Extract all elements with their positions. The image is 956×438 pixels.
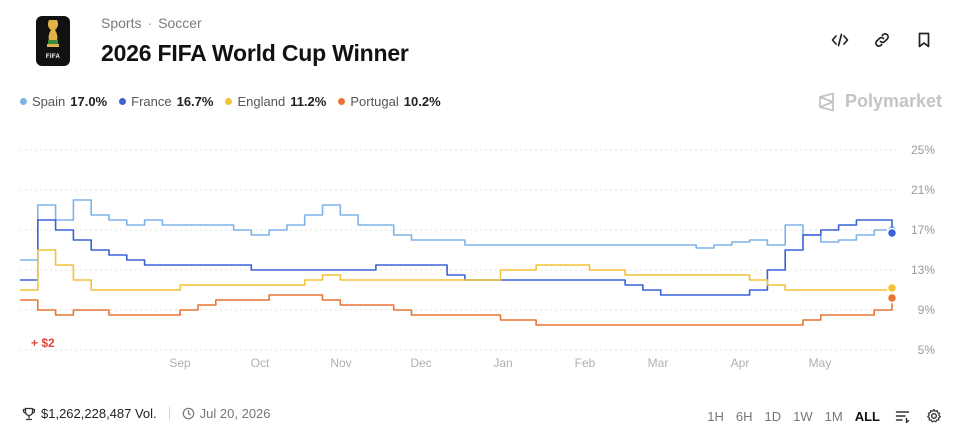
breadcrumb-sports[interactable]: Sports xyxy=(101,15,142,31)
polymarket-brand: Polymarket xyxy=(817,91,942,112)
range-1d[interactable]: 1D xyxy=(764,408,782,424)
legend-item-portugal: Portugal 10.2% xyxy=(338,94,441,109)
series-endpoint-france xyxy=(886,227,898,239)
link-icon xyxy=(875,33,889,47)
legend-label: France xyxy=(131,94,172,109)
clock-icon xyxy=(182,407,194,420)
range-6h[interactable]: 6H xyxy=(735,408,753,424)
chart-type-button[interactable] xyxy=(892,406,912,426)
y-tick-label: 9% xyxy=(918,303,936,317)
legend-label: Spain xyxy=(32,94,66,109)
legend-item-france: France 16.7% xyxy=(119,94,213,109)
x-tick-label: Nov xyxy=(330,356,351,370)
x-tick-label: Dec xyxy=(410,356,431,370)
y-tick-label: 5% xyxy=(918,343,936,357)
series-line-england xyxy=(20,249,893,291)
y-tick-label: 21% xyxy=(911,183,935,197)
range-1m[interactable]: 1M xyxy=(824,408,843,424)
x-tick-label: Sep xyxy=(169,356,191,370)
embed-icon xyxy=(831,33,849,47)
series-line-portugal xyxy=(20,294,893,326)
chart-settings-button[interactable] xyxy=(924,406,944,426)
logo-text: FIFA xyxy=(45,54,61,60)
series-line-spain xyxy=(20,199,892,261)
embed-button[interactable] xyxy=(830,30,850,50)
range-1w[interactable]: 1W xyxy=(793,408,813,424)
brand-name: Polymarket xyxy=(844,91,942,111)
price-chart[interactable]: 25% 21% 17% 13% 9% 5% Sep Oct Nov Dec Jan Feb Mar Apr… xyxy=(0,130,956,375)
x-tick-label: Oct xyxy=(251,356,270,370)
x-tick-label: Apr xyxy=(731,356,750,370)
legend-value: 16.7% xyxy=(176,94,214,109)
trophy-small-icon xyxy=(22,407,36,420)
legend-dot xyxy=(119,98,127,105)
gear-icon xyxy=(927,408,941,423)
legend-dot xyxy=(20,98,27,105)
chart-legend: Spain 17.0% France 16.7% England 11.2% P… xyxy=(20,94,441,109)
legend-dot xyxy=(338,98,346,105)
y-tick-label: 17% xyxy=(911,223,935,237)
range-all[interactable]: ALL xyxy=(854,408,880,424)
legend-value: 10.2% xyxy=(403,94,441,109)
breadcrumb: Sports · Soccer xyxy=(101,15,202,31)
legend-value: 17.0% xyxy=(70,94,108,109)
legend-label: Portugal xyxy=(350,94,399,109)
legend-item-england: England 11.2% xyxy=(225,94,326,109)
fifa-logo: FIFA xyxy=(36,16,70,66)
polymarket-logo-icon xyxy=(819,92,834,111)
volume: $1,262,228,487 Vol. xyxy=(22,406,157,421)
x-tick-label: Feb xyxy=(575,356,596,370)
series-endpoint-england xyxy=(886,282,898,294)
breadcrumb-soccer[interactable]: Soccer xyxy=(158,15,202,31)
legend-value: 11.2% xyxy=(290,94,327,109)
x-tick-label: Mar xyxy=(648,356,669,370)
end-date: Jul 20, 2026 xyxy=(182,406,271,421)
legend-item-spain: Spain 17.0% xyxy=(20,94,107,109)
market-footer: $1,262,228,487 Vol. Jul 20, 2026 xyxy=(22,406,271,421)
range-1h[interactable]: 1H xyxy=(707,408,724,424)
trade-annotation: + $2 xyxy=(31,336,55,350)
page-title: 2026 FIFA World Cup Winner xyxy=(101,40,409,66)
bookmark-button[interactable] xyxy=(914,30,934,50)
footer-divider xyxy=(168,407,170,420)
series-endpoint-portugal xyxy=(886,292,898,304)
end-date-text: Jul 20, 2026 xyxy=(199,406,271,421)
x-tick-label: May xyxy=(809,356,832,370)
series-line-france xyxy=(20,219,893,296)
trophy-icon xyxy=(47,20,59,47)
bookmark-icon xyxy=(918,32,930,48)
volume-text: $1,262,228,487 Vol. xyxy=(41,406,157,421)
legend-dot xyxy=(225,98,233,105)
list-filter-icon xyxy=(895,410,909,423)
x-tick-label: Jan xyxy=(493,356,512,370)
copy-link-button[interactable] xyxy=(872,30,892,50)
y-tick-label: 13% xyxy=(911,263,935,277)
breadcrumb-separator: · xyxy=(147,15,153,31)
time-range-selector: 1H 6H 1D 1W 1M ALL xyxy=(707,406,944,426)
y-tick-label: 25% xyxy=(911,143,935,157)
top-actions xyxy=(830,30,934,50)
legend-label: England xyxy=(237,94,286,109)
